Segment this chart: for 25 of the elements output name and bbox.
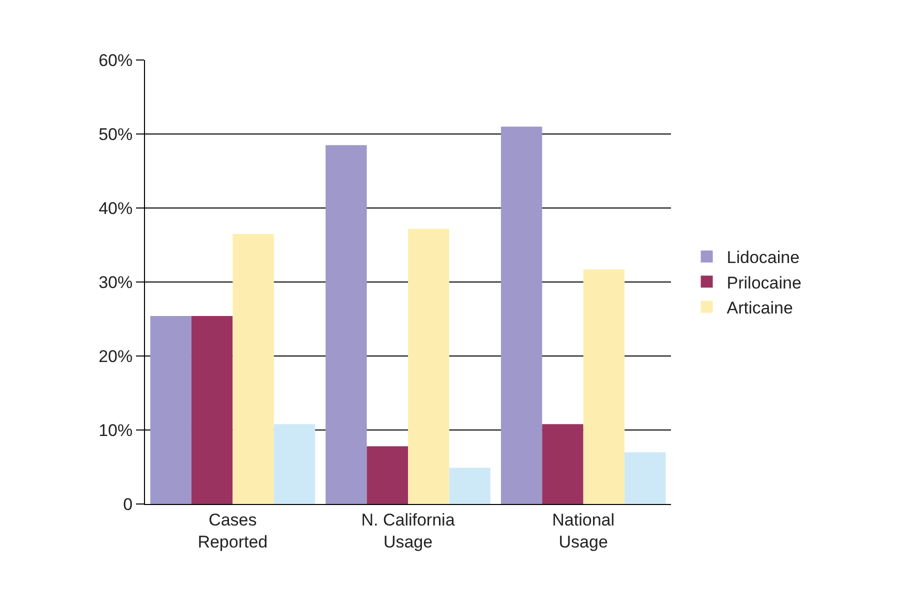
bar (274, 424, 316, 504)
bar (449, 468, 490, 504)
y-tick-label: 30% (98, 272, 133, 292)
legend-label: Lidocaine (726, 248, 800, 268)
bar (542, 424, 584, 504)
x-tick-label: National Usage (552, 510, 615, 552)
y-tick-label: 60% (98, 50, 133, 70)
y-tick-label: 20% (98, 346, 133, 366)
bar (408, 228, 450, 504)
y-tick-label: 40% (98, 198, 133, 218)
y-tick-label: 0 (123, 494, 133, 514)
x-tick-label: N. California Usage (361, 510, 456, 552)
bar (150, 316, 192, 504)
bar (500, 126, 542, 504)
bar (366, 446, 408, 504)
bar (191, 316, 233, 504)
legend-label: Articaine (726, 298, 793, 318)
legend-label: Prilocaine (726, 273, 802, 292)
y-tick-label: 50% (98, 124, 133, 144)
bar (624, 452, 666, 504)
bar (232, 234, 274, 504)
bar (583, 269, 625, 504)
x-tick-label: Cases Reported (198, 510, 268, 552)
y-tick-label: 10% (98, 420, 133, 440)
bar (326, 145, 367, 504)
